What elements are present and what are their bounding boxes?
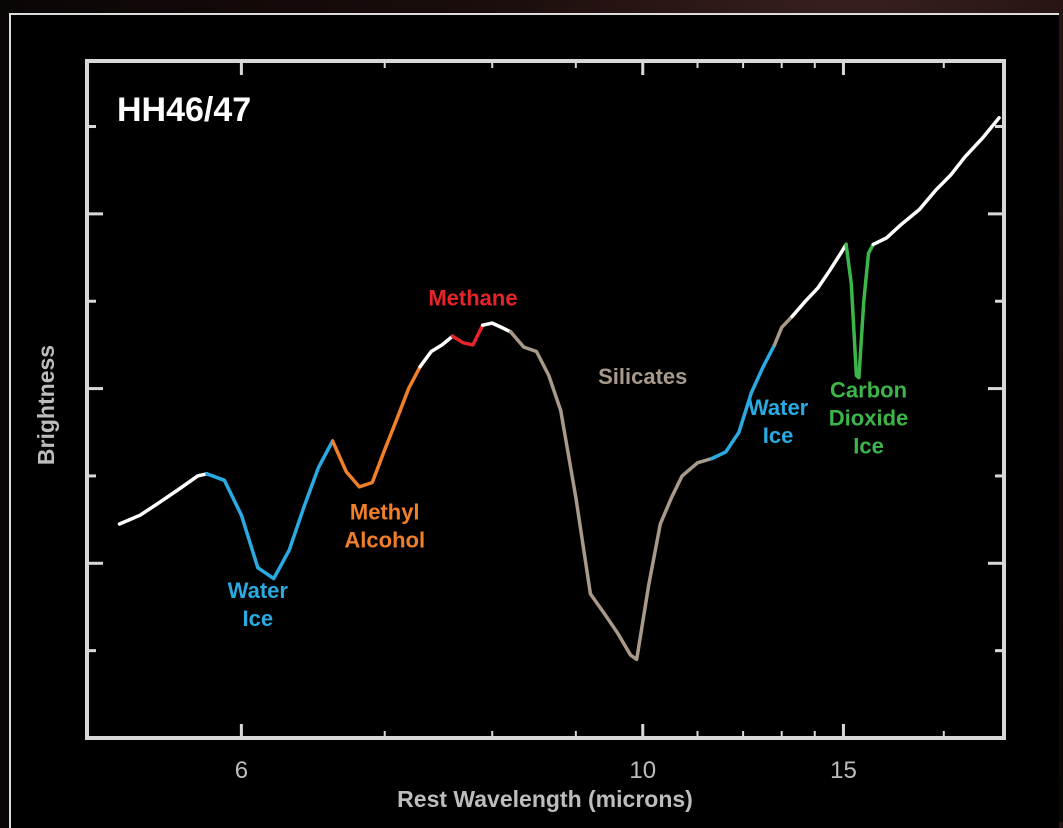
x-tick-label: 15 <box>830 757 857 784</box>
spectrum-segment-continuum <box>418 334 455 369</box>
annotation-line: Methyl <box>350 500 420 525</box>
annotation-line: Ice <box>853 433 884 458</box>
spectrum-segment-carbon-dioxide-ice <box>844 242 875 380</box>
annotation-carbon-dioxide-ice: Carbon Dioxide Ice <box>829 377 908 458</box>
annotation-water-ice: Water Ice <box>748 395 809 448</box>
annotation-line: Water <box>748 395 809 420</box>
spectrum-segment-silicates <box>772 314 794 347</box>
annotation-line: Silicates <box>598 364 687 389</box>
plot-frame <box>85 59 1006 740</box>
spectrum-segment-methane <box>450 323 485 347</box>
spectrum-segment-continuum <box>480 321 513 334</box>
x-tick-label: 10 <box>629 757 656 784</box>
spectrum-chart: 6 10 15 Water Ice Methyl Alcohol Methane Silica… <box>33 59 1006 812</box>
x-tick-label: 6 <box>235 757 248 784</box>
spectrum-segment-continuum <box>790 242 848 319</box>
series-lines <box>117 116 1001 662</box>
spectrum-segment-continuum <box>871 116 1001 247</box>
spectrum-segment-silicates <box>508 330 714 662</box>
spectrum-segment-methyl-alcohol <box>330 364 422 489</box>
spectrum-segment-water-ice <box>205 439 335 581</box>
chart-panel: 6 10 15 Water Ice Methyl Alcohol Methane Silica… <box>9 13 1059 828</box>
annotation-line: Methane <box>428 286 517 311</box>
annotation-methyl-alcohol: Methyl Alcohol <box>344 500 425 553</box>
chart-title: HH46/47 <box>117 91 251 129</box>
y-axis-label: Brightness <box>33 345 59 465</box>
axis-ticks: 6 10 15 <box>87 61 1004 784</box>
annotation-silicates: Silicates <box>598 364 687 389</box>
spectrum-segment-water-ice <box>710 343 777 461</box>
annotation-water-ice: Water Ice <box>228 578 289 631</box>
feature-annotations: Water Ice Methyl Alcohol Methane Silicates Wat… <box>228 286 909 632</box>
x-axis-label: Rest Wavelength (microns) <box>397 786 693 812</box>
annotation-line: Ice <box>243 606 274 631</box>
spectrum-segment-continuum <box>117 472 209 526</box>
annotation-line: Water <box>228 578 289 603</box>
annotation-line: Ice <box>763 423 794 448</box>
annotation-line: Alcohol <box>344 528 425 553</box>
annotation-line: Carbon <box>830 377 907 402</box>
annotation-methane: Methane <box>428 286 517 311</box>
annotation-line: Dioxide <box>829 405 908 430</box>
